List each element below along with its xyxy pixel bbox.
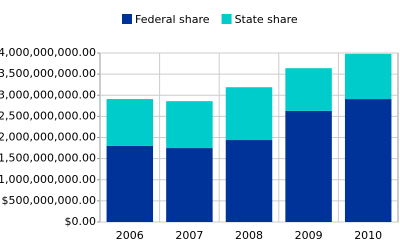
- y-tick-label: $500,000,000.00: [2, 194, 96, 207]
- legend-label: State share: [235, 13, 298, 26]
- bar: [344, 99, 392, 222]
- bar: [285, 110, 332, 222]
- y-tick-label: $4,000,000,000.00: [0, 46, 96, 59]
- y-tick-label: $2,500,000,000.00: [0, 109, 96, 122]
- y-tick-label: $1,500,000,000.00: [0, 152, 96, 165]
- bar: [225, 140, 273, 222]
- legend-label: Federal share: [135, 13, 210, 26]
- bar: [225, 87, 273, 141]
- y-tick-label: $3,500,000,000.00: [0, 67, 96, 80]
- bar: [344, 53, 392, 100]
- x-tick-label: 2007: [175, 229, 203, 242]
- bar: [106, 99, 154, 146]
- x-tick-label: 2008: [235, 229, 263, 242]
- x-tick-label: 2009: [295, 229, 323, 242]
- bar: [166, 148, 213, 222]
- y-tick-label: $3,000,000,000.00: [0, 88, 96, 101]
- legend-swatch: [221, 14, 232, 24]
- x-tick-label: 2010: [354, 229, 382, 242]
- bar: [106, 145, 154, 222]
- y-tick-label: $2,000,000,000.00: [0, 131, 96, 144]
- x-tick-label: 2006: [116, 229, 144, 242]
- bar: [166, 101, 213, 149]
- y-tick-label: $1,000,000,000.00: [0, 173, 96, 186]
- y-tick-label: $0.00: [65, 215, 97, 228]
- legend-swatch: [122, 14, 132, 24]
- bar: [285, 68, 332, 111]
